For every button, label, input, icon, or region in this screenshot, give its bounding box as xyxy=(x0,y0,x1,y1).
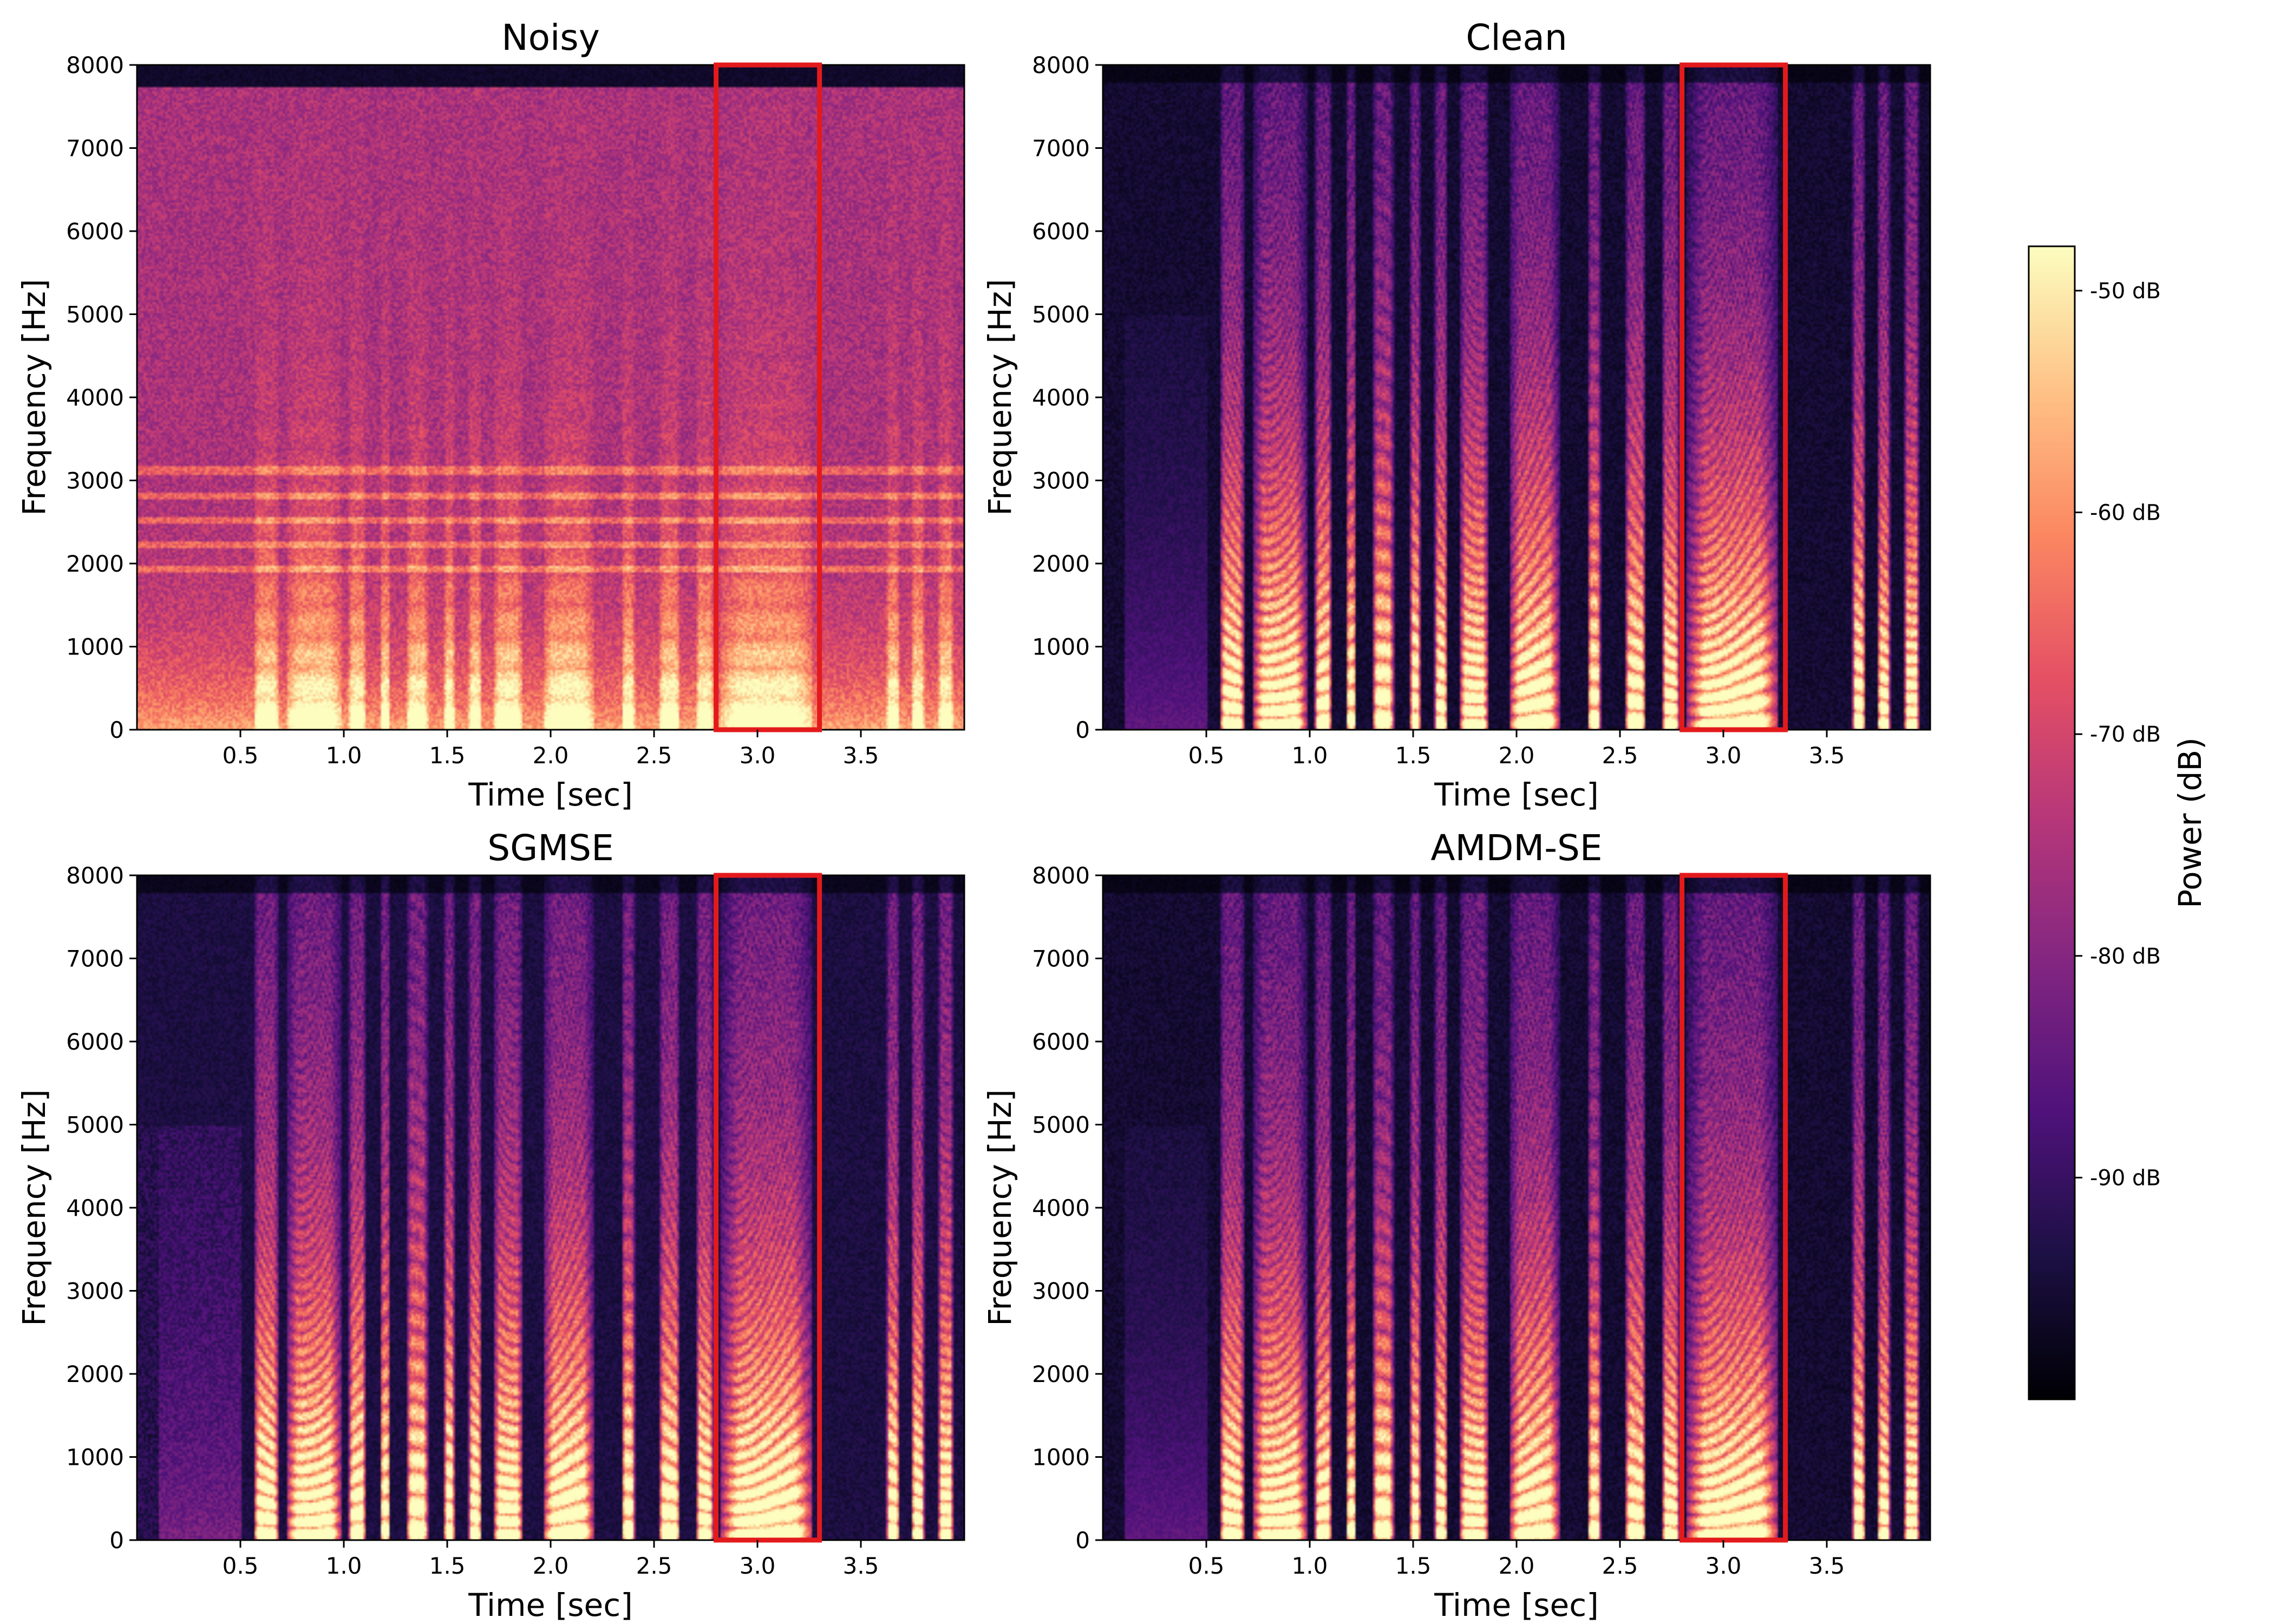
panel-sgmse: SGMSE 0.5 1.0 1.5 2.0 2.5 3.0 3.5 0 1000 2000 3000 4… xyxy=(16,827,965,1623)
x-tick-label: 0.5 xyxy=(1188,1553,1225,1579)
x-tick-label: 3.5 xyxy=(843,1553,879,1579)
y-tick-label: 5000 xyxy=(66,1112,124,1138)
panel-amdm: AMDM-SE 0.5 1.0 1.5 2.0 2.5 3.0 3.5 0 1000 2000 300… xyxy=(982,827,1931,1623)
panel-noisy: Noisy 0.5 1.0 1.5 2.0 2.5 3.0 3.5 0 1000 2000 3000 4… xyxy=(16,17,965,813)
colorbar-tick-label: -50 dB xyxy=(2090,279,2161,304)
y-tick-label: 1000 xyxy=(66,634,124,660)
y-tick-label: 0 xyxy=(1075,1527,1090,1554)
x-tick-label: 1.0 xyxy=(326,1553,362,1579)
y-tick-label: 2000 xyxy=(1032,551,1090,577)
panel-title: Noisy xyxy=(501,17,600,58)
y-tick-label: 3000 xyxy=(1032,1278,1090,1305)
y-tick-label: 6000 xyxy=(1032,218,1090,245)
y-tick-label: 2000 xyxy=(66,551,124,577)
x-axis-label: Time [sec] xyxy=(468,1587,632,1623)
y-tick-label: 4000 xyxy=(66,384,124,411)
y-tick-label: 3000 xyxy=(66,1278,124,1305)
x-tick-label: 2.0 xyxy=(1499,742,1535,769)
colorbar: -50 dB -60 dB -70 dB -80 dB -90 dB Power (dB) xyxy=(2028,245,2208,1400)
panel-title: Clean xyxy=(1466,17,1567,58)
x-tick-label: 1.5 xyxy=(1395,1553,1432,1579)
y-tick-label: 3000 xyxy=(1032,468,1090,494)
x-axis-label: Time [sec] xyxy=(1434,776,1598,813)
y-tick-label: 8000 xyxy=(1032,862,1090,889)
colorbar-tick-label: -80 dB xyxy=(2090,944,2161,969)
highlight-box xyxy=(1680,62,1788,732)
colorbar-gradient xyxy=(2028,245,2076,1400)
highlight-box xyxy=(1680,873,1788,1543)
panel-title: SGMSE xyxy=(487,827,614,869)
y-tick-label: 4000 xyxy=(1032,1195,1090,1221)
y-tick-label: 2000 xyxy=(1032,1361,1090,1387)
x-tick-label: 2.5 xyxy=(1602,742,1638,769)
y-axis-label: Frequency [Hz] xyxy=(982,279,1018,515)
spectrogram-image xyxy=(137,65,964,730)
y-tick-label: 8000 xyxy=(66,862,124,889)
colorbar-tick-label: -70 dB xyxy=(2090,722,2161,747)
y-tick-label: 6000 xyxy=(1032,1029,1090,1055)
y-tick-label: 0 xyxy=(1075,717,1090,743)
y-tick-label: 5000 xyxy=(1032,302,1090,328)
spectrogram-image xyxy=(137,875,964,1540)
x-tick-label: 0.5 xyxy=(223,1553,259,1579)
x-tick-label: 0.5 xyxy=(1188,742,1225,769)
y-tick-label: 0 xyxy=(109,717,124,743)
y-tick-label: 6000 xyxy=(66,1029,124,1055)
x-tick-label: 1.5 xyxy=(429,742,466,769)
y-tick-label: 3000 xyxy=(66,468,124,494)
colorbar-label: Power (dB) xyxy=(2172,737,2208,908)
x-tick-label: 3.5 xyxy=(1809,1553,1845,1579)
panel-title: AMDM-SE xyxy=(1430,827,1602,869)
y-tick-label: 0 xyxy=(109,1527,124,1554)
y-tick-label: 7000 xyxy=(1032,946,1090,972)
spectrogram-image xyxy=(1103,875,1930,1540)
highlight-box xyxy=(714,873,822,1543)
y-tick-label: 5000 xyxy=(66,302,124,328)
y-axis-label: Frequency [Hz] xyxy=(16,279,53,515)
x-tick-label: 1.5 xyxy=(1395,742,1432,769)
x-axis-label: Time [sec] xyxy=(468,776,632,813)
y-axis-label: Frequency [Hz] xyxy=(16,1089,53,1326)
x-tick-label: 3.0 xyxy=(1706,742,1742,769)
y-tick-label: 5000 xyxy=(1032,1112,1090,1138)
y-tick-label: 1000 xyxy=(1032,1444,1090,1471)
x-tick-label: 2.0 xyxy=(1499,1553,1535,1579)
x-tick-label: 2.5 xyxy=(636,1553,672,1579)
y-tick-label: 7000 xyxy=(66,946,124,972)
x-tick-label: 1.0 xyxy=(1292,742,1328,769)
x-tick-label: 2.0 xyxy=(533,1553,569,1579)
y-tick-label: 1000 xyxy=(1032,634,1090,660)
y-tick-label: 7000 xyxy=(66,135,124,162)
y-tick-label: 6000 xyxy=(66,218,124,245)
y-tick-label: 8000 xyxy=(1032,52,1090,78)
x-tick-label: 3.0 xyxy=(740,1553,776,1579)
x-tick-label: 2.0 xyxy=(533,742,569,769)
x-tick-label: 3.0 xyxy=(740,742,776,769)
y-tick-label: 4000 xyxy=(1032,384,1090,411)
y-tick-label: 8000 xyxy=(66,52,124,78)
x-tick-label: 3.5 xyxy=(843,742,879,769)
x-tick-label: 2.5 xyxy=(636,742,672,769)
y-tick-label: 1000 xyxy=(66,1444,124,1471)
x-tick-label: 3.0 xyxy=(1706,1553,1742,1579)
spectrogram-image xyxy=(1103,65,1930,730)
x-tick-label: 1.0 xyxy=(1292,1553,1328,1579)
x-tick-label: 2.5 xyxy=(1602,1553,1638,1579)
colorbar-tick-label: -60 dB xyxy=(2090,501,2161,526)
panel-clean: Clean 0.5 1.0 1.5 2.0 2.5 3.0 3.5 0 1000 2000 3000 4… xyxy=(982,17,1931,813)
y-tick-label: 7000 xyxy=(1032,135,1090,162)
y-tick-label: 4000 xyxy=(66,1195,124,1221)
x-axis-label: Time [sec] xyxy=(1434,1587,1598,1623)
y-axis-label: Frequency [Hz] xyxy=(982,1089,1018,1326)
colorbar-tick-label: -90 dB xyxy=(2090,1165,2161,1190)
y-tick-label: 2000 xyxy=(66,1361,124,1387)
x-tick-label: 1.0 xyxy=(326,742,362,769)
x-tick-label: 1.5 xyxy=(429,1553,466,1579)
x-tick-label: 3.5 xyxy=(1809,742,1845,769)
highlight-box xyxy=(714,62,822,732)
x-tick-label: 0.5 xyxy=(223,742,259,769)
